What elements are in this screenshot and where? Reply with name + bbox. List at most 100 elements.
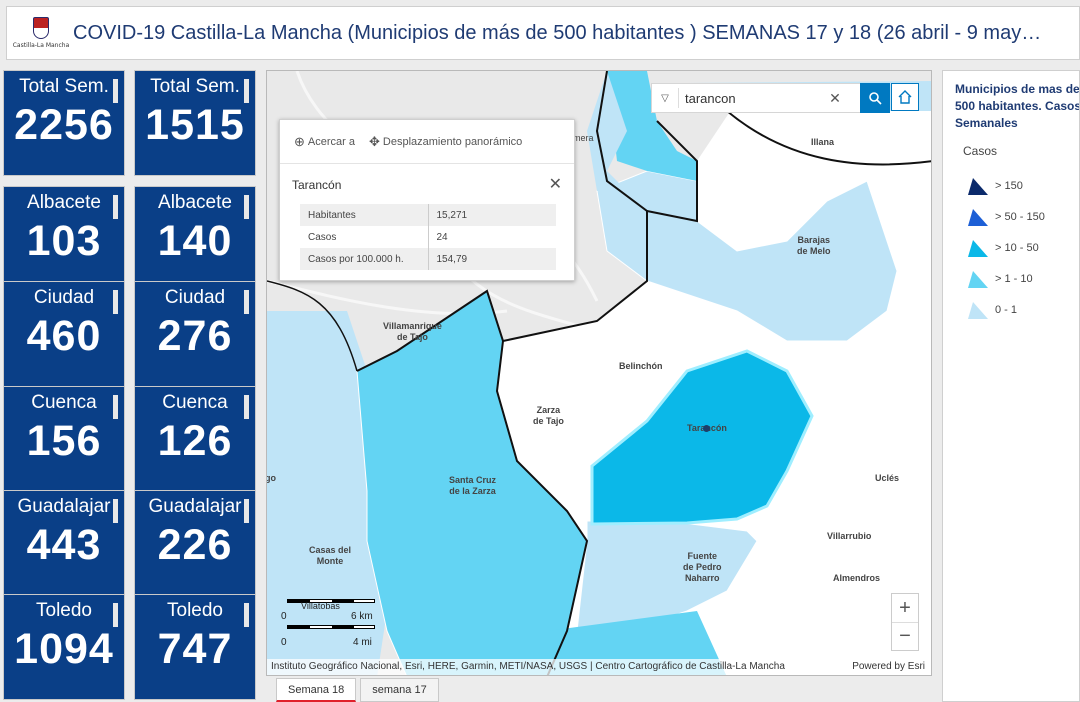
- indicator-label: Ciudad: [33, 287, 95, 308]
- map-label-go: go: [266, 473, 276, 483]
- indicator-value: 2256: [14, 101, 114, 149]
- indicator-label: Guadalajar: [148, 496, 242, 517]
- map-tabs: Semana 18 semana 17: [276, 678, 443, 702]
- card-scroll-indicator: [244, 395, 249, 419]
- map-view[interactable]: Illana Barajas de Melo Villamanrique de …: [266, 70, 932, 676]
- indicator-value: 1094: [14, 625, 114, 673]
- indicator-label: Ciudad: [164, 287, 226, 308]
- map-label-villatobas: Villatobas: [301, 601, 340, 611]
- attr-value: 24: [436, 231, 448, 243]
- tab-semana-17[interactable]: semana 17: [360, 678, 439, 702]
- indicator-card[interactable]: Total Sem. 2256: [3, 70, 125, 176]
- close-icon[interactable]: ✕: [548, 176, 562, 193]
- clear-search-icon[interactable]: ✕: [829, 89, 841, 106]
- indicator-value: 156: [26, 417, 102, 465]
- home-icon: [898, 90, 912, 104]
- scale-km-label: 6 km: [351, 611, 373, 622]
- map-label-barajas: Barajas de Melo: [797, 235, 831, 256]
- popup-attributes-table: Habitantes 15,271 Casos 24 Casos por 100.0…: [300, 204, 556, 270]
- indicator-card[interactable]: Guadalajar 443: [3, 490, 125, 596]
- indicator-card[interactable]: Ciudad 276: [134, 281, 256, 387]
- indicator-label: Guadalajar: [17, 496, 111, 517]
- indicator-card[interactable]: Ciudad 460: [3, 281, 125, 387]
- tab-semana-18[interactable]: Semana 18: [276, 678, 357, 702]
- crest-icon: [33, 17, 49, 39]
- attr-key: Casos por 100.000 h.: [300, 248, 429, 270]
- card-scroll-indicator: [113, 290, 118, 314]
- card-scroll-indicator: [244, 195, 249, 219]
- indicator-card[interactable]: Toledo 1094: [3, 594, 125, 700]
- scale-km-zero: 0: [281, 611, 287, 622]
- indicator-card[interactable]: Total Sem. 1515: [134, 70, 256, 176]
- indicator-card[interactable]: Albacete 103: [3, 186, 125, 292]
- card-scroll-indicator: [244, 603, 249, 627]
- powered-by-esri[interactable]: Powered by Esri: [852, 661, 925, 672]
- map-label-villamanrique: Villamanrique de Tajo: [383, 321, 442, 342]
- indicator-label: Total Sem.: [19, 76, 109, 97]
- feature-popup: ⊕ Acercar a ✥ Desplazamiento panorámico …: [279, 119, 575, 281]
- map-label-villarrubio: Villarrubio: [827, 531, 872, 541]
- logo-text: Castilla-La Mancha: [12, 42, 70, 49]
- zoom-in-button[interactable]: +: [899, 596, 911, 619]
- indicator-value: 140: [157, 217, 233, 265]
- indicator-label: Total Sem.: [150, 76, 240, 97]
- legend-item: > 10 - 50: [967, 232, 1079, 263]
- table-row: Casos 24: [300, 226, 556, 248]
- municipality-map: [267, 71, 931, 675]
- search-widget: ▽ ✕: [651, 83, 890, 113]
- search-input[interactable]: [685, 90, 825, 106]
- scale-mi-bar: [287, 625, 375, 629]
- card-scroll-indicator: [113, 79, 118, 103]
- zoom-to-action[interactable]: Acercar a: [307, 135, 355, 148]
- indicator-card[interactable]: Albacete 140: [134, 186, 256, 292]
- map-label-almendros: Almendros: [833, 573, 881, 583]
- legend-swatch-icon: [968, 301, 988, 319]
- legend-panel: Municipios de mas de 500 habitantes. Cas…: [942, 70, 1080, 702]
- map-label-santacruz: Santa Cruz de la Zarza: [449, 475, 497, 496]
- map-label-belinchon: Belinchón: [619, 361, 663, 371]
- attr-value: 15,271: [428, 204, 556, 226]
- pan-icon: ✥: [368, 133, 380, 149]
- card-scroll-indicator: [244, 79, 249, 103]
- zoom-to-icon: ⊕: [294, 133, 305, 149]
- attribution-text: Instituto Geográfico Nacional, Esri, HER…: [271, 661, 785, 672]
- pan-action[interactable]: Desplazamiento panorámico: [382, 135, 523, 148]
- zoom-control: + −: [891, 593, 919, 651]
- search-icon: [869, 92, 882, 105]
- popup-title: Tarancón: [292, 178, 342, 192]
- indicator-card[interactable]: Guadalajar 226: [134, 490, 256, 596]
- indicator-card[interactable]: Cuenca 156: [3, 386, 125, 492]
- indicator-value: 460: [26, 312, 102, 360]
- legend-title: Municipios de mas de 500 habitantes. Cas…: [955, 81, 1079, 132]
- legend-swatch-icon: [968, 239, 988, 257]
- legend-item: > 150: [967, 170, 1079, 201]
- indicator-card[interactable]: Toledo 747: [134, 594, 256, 700]
- indicator-value: 126: [157, 417, 233, 465]
- legend-item-label: > 1 - 10: [995, 272, 1033, 285]
- legend-item: 0 - 1: [967, 294, 1079, 325]
- scale-mi-zero: 0: [281, 637, 287, 648]
- home-button[interactable]: [891, 83, 919, 111]
- card-scroll-indicator: [113, 499, 118, 523]
- search-source-dropdown[interactable]: ▽: [661, 92, 669, 104]
- legend-item-label: > 50 - 150: [995, 210, 1045, 223]
- search-button[interactable]: [860, 83, 890, 113]
- legend-items: > 150 > 50 - 150 > 10 - 50 > 1 - 10 0 - 1: [967, 170, 1079, 325]
- dashboard-title: COVID-19 Castilla-La Mancha (Municipios …: [73, 21, 1042, 44]
- indicator-card[interactable]: Cuenca 126: [134, 386, 256, 492]
- table-row: Habitantes 15,271: [300, 204, 556, 226]
- header-bar: Castilla-La Mancha COVID-19 Castilla-La …: [6, 6, 1080, 60]
- legend-item-label: > 10 - 50: [995, 241, 1039, 254]
- map-label-ucles: Uclés: [875, 473, 900, 483]
- scale-mi-label: 4 mi: [353, 637, 372, 648]
- zoom-out-button[interactable]: −: [892, 622, 918, 650]
- indicator-value: 276: [157, 312, 233, 360]
- legend-title-line: Semanales: [955, 116, 1018, 130]
- map-label-zarza: Zarza de Tajo: [533, 405, 564, 426]
- card-scroll-indicator: [113, 603, 118, 627]
- card-scroll-indicator: [244, 290, 249, 314]
- legend-swatch-icon: [968, 270, 988, 288]
- legend-swatch-icon: [968, 177, 988, 195]
- legend-item-label: > 150: [995, 179, 1023, 192]
- legend-item: > 1 - 10: [967, 263, 1079, 294]
